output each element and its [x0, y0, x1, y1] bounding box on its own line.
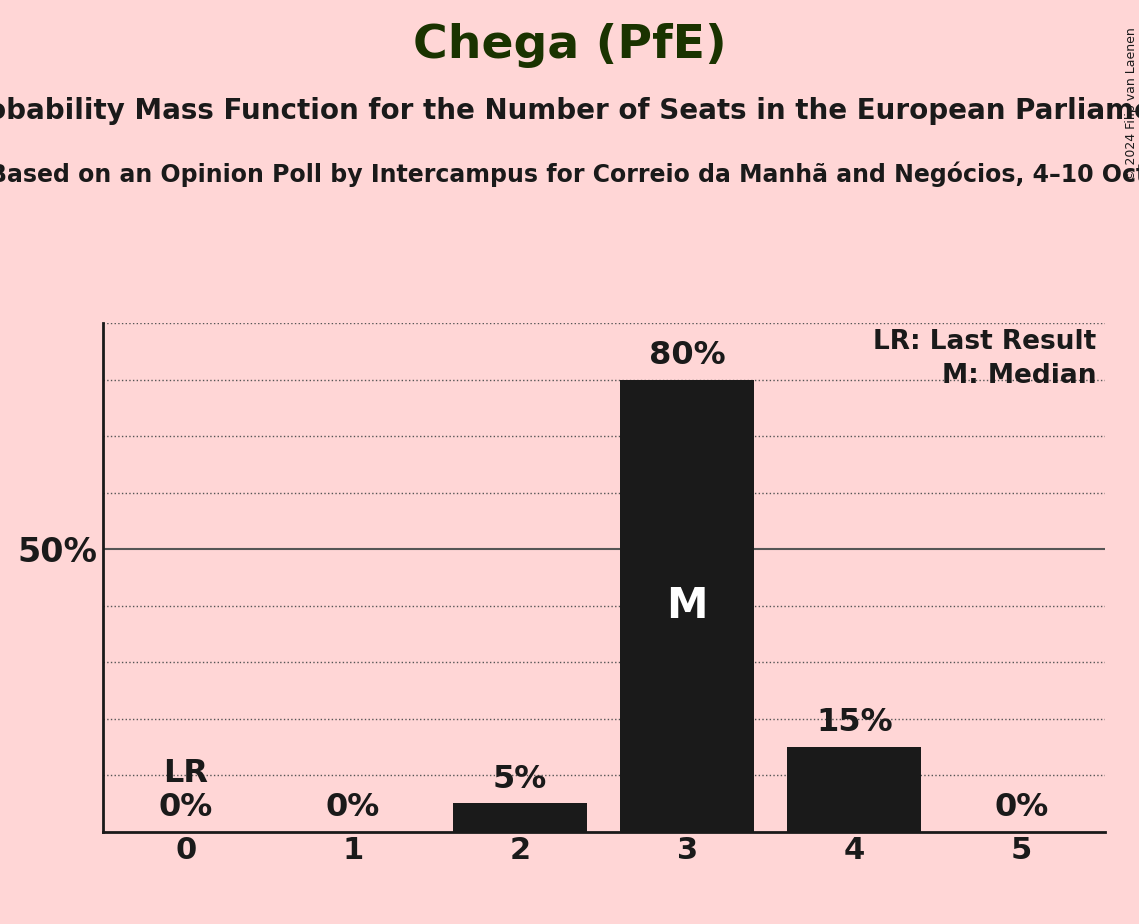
Text: Chega (PfE): Chega (PfE): [412, 23, 727, 68]
Bar: [787, 747, 921, 832]
Text: 15%: 15%: [816, 708, 893, 738]
Text: LR: LR: [164, 759, 208, 789]
Text: LR: Last Result: LR: Last Result: [874, 329, 1097, 355]
Text: 0%: 0%: [994, 792, 1048, 823]
Text: M: M: [666, 585, 708, 626]
Text: 5%: 5%: [493, 764, 547, 795]
Text: Based on an Opinion Poll by Intercampus for Correio da Manhã and Negócios, 4–10 : Based on an Opinion Poll by Intercampus …: [0, 162, 1139, 188]
Text: Probability Mass Function for the Number of Seats in the European Parliament: Probability Mass Function for the Number…: [0, 97, 1139, 125]
Text: 0%: 0%: [159, 792, 213, 823]
Bar: [621, 380, 754, 832]
Text: M: Median: M: Median: [942, 363, 1097, 389]
Text: © 2024 Filip van Laenen: © 2024 Filip van Laenen: [1124, 28, 1138, 181]
Text: 80%: 80%: [649, 340, 726, 371]
Text: 0%: 0%: [326, 792, 380, 823]
Bar: [453, 803, 587, 832]
